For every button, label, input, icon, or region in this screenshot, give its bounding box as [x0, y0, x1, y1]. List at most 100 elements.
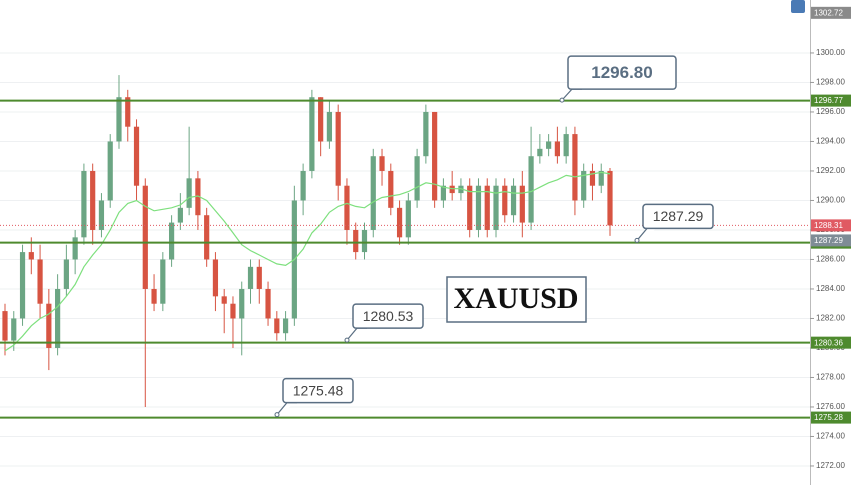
y-tick-label: 1294.00	[816, 137, 845, 146]
candle-body	[81, 170, 87, 238]
candle-body	[432, 111, 438, 201]
candle-body	[63, 259, 69, 289]
level-tag	[811, 94, 851, 107]
callout-box	[352, 303, 424, 329]
candle-body	[396, 207, 403, 238]
candle-body	[458, 185, 464, 194]
candle-body	[168, 222, 175, 260]
callout-box	[567, 55, 677, 90]
callout-label: 1280.53	[363, 308, 414, 324]
candle-body	[177, 207, 183, 223]
candle-body	[519, 185, 525, 223]
candle-body	[493, 185, 499, 230]
candle-body	[449, 185, 455, 194]
candle-body	[142, 185, 148, 289]
candle-body	[370, 156, 376, 230]
callout-anchor	[274, 412, 280, 418]
y-tick-label: 1300.00	[816, 48, 845, 57]
callout-box	[282, 377, 354, 404]
y-tick-label: 1296.00	[816, 107, 845, 116]
level-tag-label: 1280.36	[814, 338, 843, 347]
callout-anchor	[344, 337, 350, 343]
candle-body	[19, 252, 26, 319]
y-tick-label: 1292.00	[816, 166, 845, 175]
callout-anchor	[634, 237, 640, 243]
candle-body	[353, 229, 359, 253]
candle-body	[502, 185, 508, 216]
y-tick-label: 1276.00	[816, 402, 845, 411]
candle-body	[107, 141, 113, 201]
candle-body	[98, 200, 105, 230]
candle-body	[300, 170, 306, 201]
candle-body	[467, 185, 473, 230]
symbol-title: XAUUSD	[453, 282, 578, 315]
candle-body	[160, 259, 166, 304]
candle-body	[212, 259, 219, 297]
callout-label: 1275.48	[293, 382, 344, 398]
candle-body	[133, 126, 140, 186]
candle-body	[247, 266, 254, 289]
price-tag	[811, 6, 851, 19]
candle-body	[72, 237, 78, 260]
candle-body	[256, 266, 262, 289]
y-tick-label: 1272.00	[816, 461, 845, 470]
candle-body	[125, 97, 131, 127]
price-tag-label: 1302.72	[814, 8, 843, 17]
candle-body	[546, 141, 552, 149]
candle-body	[510, 185, 517, 216]
candle-body	[230, 303, 236, 319]
price-tag	[811, 234, 851, 247]
candle-body	[528, 156, 534, 223]
level-tag-label: 1296.77	[814, 96, 843, 105]
candle-body	[90, 170, 96, 230]
callout-anchor	[559, 97, 565, 103]
candle-body	[484, 185, 490, 230]
level-tag-label: 1275.28	[814, 413, 843, 422]
candle-body	[572, 134, 578, 201]
candle-body	[361, 229, 368, 253]
candle-body	[151, 288, 157, 304]
y-tick-label: 1282.00	[816, 314, 845, 323]
candle-body	[554, 141, 560, 157]
candle-body	[186, 178, 192, 208]
candle-body	[405, 200, 411, 238]
callout-label: 1287.29	[653, 208, 704, 224]
y-tick-label: 1284.00	[816, 284, 845, 293]
callout-box	[642, 203, 714, 230]
candle-body	[28, 252, 34, 260]
overlays: XAUUSD 1296.771287.141280.361275.281302.…	[0, 0, 851, 424]
candle-body	[195, 178, 201, 216]
price-tag	[811, 219, 851, 232]
price-tag-label: 1288.31	[814, 221, 843, 230]
moving-average	[4, 171, 611, 352]
candle-body	[239, 288, 245, 319]
candle-body	[309, 97, 315, 171]
symbol-box	[446, 276, 587, 323]
candle-body	[379, 156, 385, 171]
callout-label: 1296.80	[591, 63, 652, 82]
plot	[2, 75, 613, 407]
candle-body	[46, 303, 52, 348]
candle-body	[204, 215, 210, 260]
y-tick-label: 1274.00	[816, 432, 845, 441]
price-tag-label: 1287.29	[814, 236, 843, 245]
candle-body	[2, 311, 8, 341]
candle-body	[11, 318, 17, 341]
scale-button[interactable]	[791, 0, 805, 13]
candle-body	[440, 185, 447, 201]
y-tick-label: 1278.00	[816, 373, 845, 382]
candle-body	[563, 134, 569, 157]
candle-body	[414, 156, 420, 201]
candle-body	[318, 97, 324, 142]
candle-body	[335, 111, 341, 186]
candle-body	[537, 148, 543, 157]
y-tick-label: 1298.00	[816, 78, 845, 87]
candle-body	[344, 185, 350, 230]
y-tick-label: 1286.00	[816, 255, 845, 264]
candle-body	[475, 185, 482, 230]
candle-body	[388, 170, 394, 208]
candle-body	[282, 318, 289, 334]
grid: 1272.001274.001276.001278.001280.001282.…	[0, 48, 845, 470]
level-tag	[811, 411, 851, 424]
